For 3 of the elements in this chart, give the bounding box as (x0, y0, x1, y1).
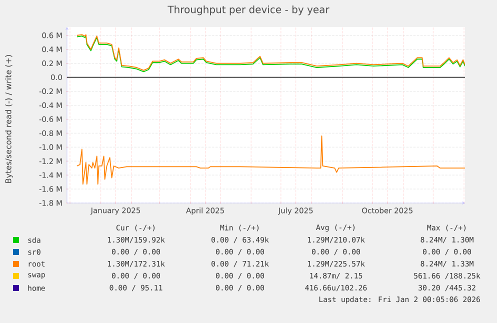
line-series (76, 136, 466, 185)
chart-title: Throughput per device - by year (168, 6, 330, 16)
y-axis-title: Bytes/second read (-) / write (+) (5, 55, 13, 183)
